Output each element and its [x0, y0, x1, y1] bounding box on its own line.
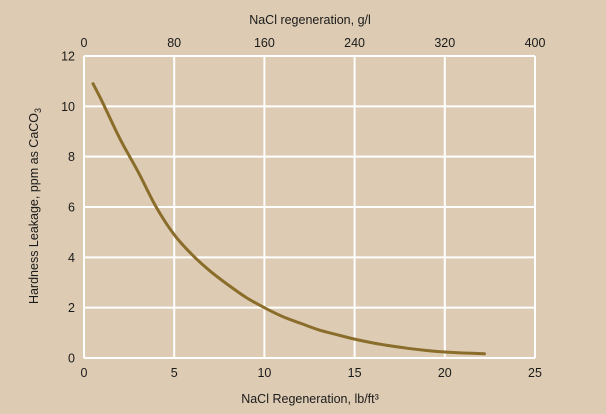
x2-axis-label: NaCl regeneration, g/l — [249, 13, 371, 27]
x2-tick-label: 240 — [344, 36, 365, 50]
y-tick-label: 4 — [68, 251, 75, 265]
x-tick-label: 15 — [348, 366, 362, 380]
x-tick-label: 0 — [81, 366, 88, 380]
x2-tick-label: 80 — [167, 36, 181, 50]
y-tick-label: 12 — [61, 50, 75, 64]
y-tick-label: 0 — [68, 352, 75, 366]
x-tick-label: 5 — [171, 366, 178, 380]
x-tick-label: 10 — [257, 366, 271, 380]
x-tick-label: 20 — [438, 366, 452, 380]
y-tick-label: 2 — [68, 301, 75, 315]
y-axis-label-subscript: 3 — [33, 108, 43, 113]
x-tick-label: 25 — [528, 366, 542, 380]
y-tick-label: 8 — [68, 150, 75, 164]
y-tick-label: 10 — [61, 100, 75, 114]
x2-tick-label: 400 — [525, 36, 546, 50]
y-axis-label: Hardness Leakage, ppm as CaCO3 — [27, 108, 43, 304]
x2-tick-label: 160 — [254, 36, 275, 50]
x-axis-label: NaCl Regeneration, lb/ft³ — [241, 392, 379, 406]
y-tick-label: 6 — [68, 201, 75, 215]
x2-tick-label: 0 — [81, 36, 88, 50]
x2-tick-label: 320 — [434, 36, 455, 50]
y-axis-label-main: Hardness Leakage, ppm as CaCO — [27, 113, 41, 304]
